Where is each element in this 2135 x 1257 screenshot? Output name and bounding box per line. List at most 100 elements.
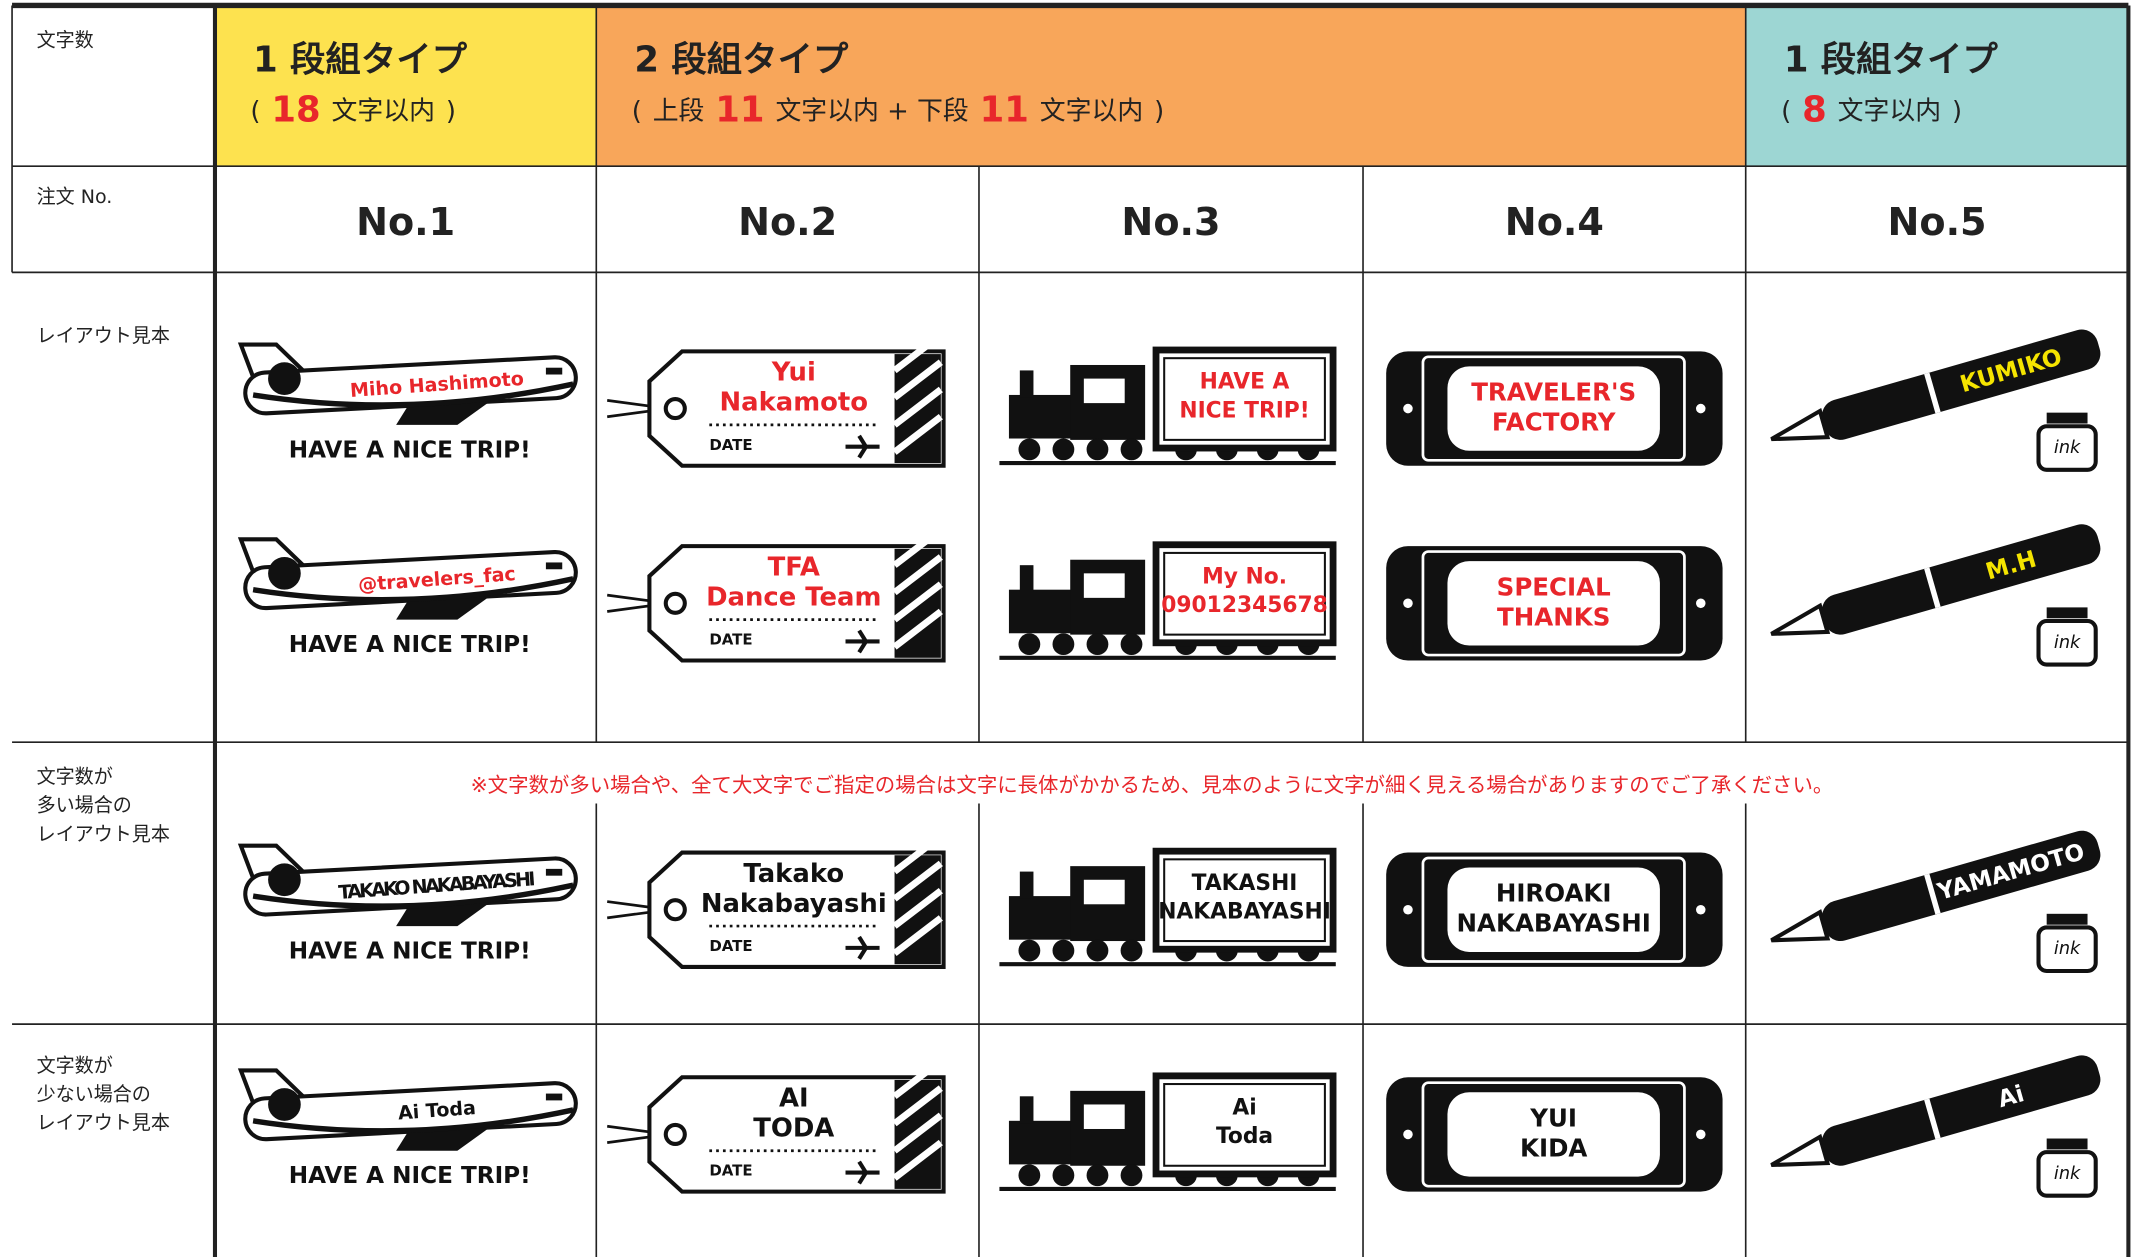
loco-boiler [1008,394,1078,439]
plate-text: NAKABAYASHI [1457,909,1651,938]
note-text: 文字以内 + 下段 [775,96,968,126]
pen-body [1821,1055,2101,1166]
order-number: No.4 [1505,200,1604,244]
train-car [1152,346,1337,452]
plane-logo [268,863,301,897]
tag-stripe [892,581,943,623]
loco-chimney [1019,1096,1034,1124]
note-count: 11 [980,90,1029,131]
pen-band [1924,873,1941,915]
row-label: 多い場合の [37,795,132,817]
tag-text: TFA [768,552,820,582]
ink-bottle: ink [2036,412,2098,472]
plate-label [1447,867,1660,952]
note-text: 文字以内 [1838,96,1941,126]
plate-text: TRAVELER'S [1471,378,1636,407]
group-note: (8 文字以内) [1781,90,1962,131]
pen-nib [1770,909,1831,943]
ink-bottle: ink [2036,607,2098,667]
pen-band [1924,1098,1941,1140]
plane-cockpit [545,868,563,876]
wheel [1052,633,1075,656]
tag-stripe [892,1085,943,1127]
train: Ai Toda [999,1072,1337,1191]
tag-hole [663,898,687,922]
ink-body [2036,618,2098,667]
group-header-bg [1745,5,2129,167]
plate-screw [1696,598,1706,609]
row-label: レイアウト見本 [37,325,170,347]
train-car [1152,847,1337,953]
train-text: HAVE A [1200,370,1290,395]
train-text: 09012345678 [1161,593,1328,618]
train: My No. 09012345678 [999,541,1337,660]
row-label: レイアウト見本 [37,823,170,845]
pen: Ai [1770,1055,2101,1168]
tag-stripe [892,860,943,902]
train-car [1152,1072,1337,1178]
pen-nib [1770,1133,1831,1168]
train-car-inner [1163,858,1326,943]
tag-stripe [892,359,943,401]
note-text: 文字以内 [1040,96,1143,126]
group-title: 2 段組タイプ [634,39,849,80]
tag-date: DATE [709,937,752,955]
train-text: NAKABAYASHI [1158,899,1331,924]
tag-hole [663,1122,687,1147]
tag-stripe [892,1030,943,1072]
wheel [1018,939,1041,962]
tag-stripe [892,554,943,596]
row-label: 文字数 [37,29,94,51]
plane-belly [252,1107,574,1134]
plane-logo [268,557,301,590]
plate-inner [1421,856,1686,963]
ink-cap [2046,913,2088,925]
plate-screw [1403,904,1413,915]
ink-label: ink [2054,1164,2081,1184]
train-text: My No. [1202,564,1287,589]
plate-text: FACTORY [1492,408,1616,437]
group-note: (18 文字以内) [250,90,456,131]
plate-label [1447,561,1660,646]
loco-boiler [1008,1120,1078,1165]
tag-plane-icon [845,1160,880,1185]
ink-cap [2046,607,2088,619]
pen-body [1821,524,2101,635]
note-count: 8 [1802,90,1827,131]
note-count: 11 [715,90,764,131]
plate-text: YUI [1529,1103,1577,1132]
train: HAVE A NICE TRIP! [999,346,1337,466]
train-text: TAKASHI [1192,871,1298,896]
tag-stripe [892,414,943,455]
plate-screw [1403,1129,1413,1140]
note-text: ( [632,96,642,126]
tag-date: DATE [709,1162,752,1180]
group-header-bg [214,5,597,167]
tag-stripe [892,305,943,346]
wheel [1120,939,1143,962]
plane-cockpit [545,562,563,570]
loco-window [1083,1104,1125,1129]
train-text: Ai [1232,1096,1256,1121]
plane: Ai Toda HAVE A NICE TRIP! [237,1068,578,1189]
group-note: (上段 11 文字以内 + 下段 11 文字以内) [632,90,1164,131]
plane-logo [268,1088,301,1121]
tag-hole [663,396,687,421]
note-text: ( [250,96,260,126]
tag-stripe [892,527,943,568]
tag-date: DATE [709,631,752,649]
plate-screw [1696,1129,1706,1140]
plane-caption: HAVE A NICE TRIP! [289,1163,531,1189]
plane-cockpit [545,1093,563,1101]
group-header-bg [596,5,1746,167]
tag-plane-icon [845,629,880,654]
ink-bottle: ink [2036,1138,2098,1198]
plate-text: KIDA [1520,1133,1587,1162]
